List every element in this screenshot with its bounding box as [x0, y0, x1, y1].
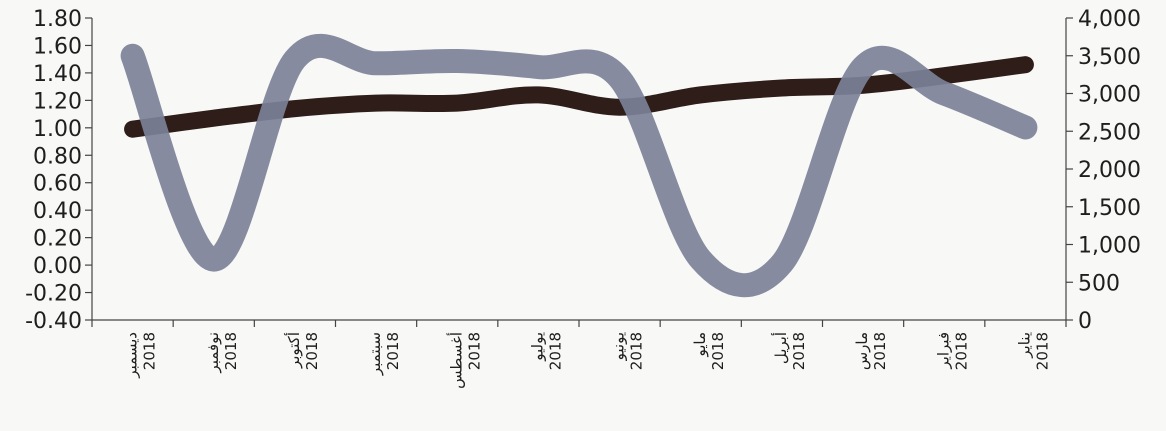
- x-tick-label: أغسطس2018: [446, 332, 483, 389]
- right-tick-label: 3,000: [1078, 83, 1141, 108]
- left-tick-label: 1.20: [33, 89, 82, 114]
- x-tick-label: يونيو2018: [610, 332, 646, 370]
- x-tick-label: مايو2018: [691, 332, 727, 370]
- x-tick-label: يناير2018: [1015, 332, 1051, 370]
- x-tick-label: سبتمبر2018: [366, 332, 402, 376]
- x-tick-label-text: يناير2018: [1015, 332, 1051, 370]
- right-tick-label: 2,000: [1078, 158, 1141, 183]
- right-axis-ticks: 4,000 3,500 3,000 2,500 2,000 1,500 1,000 500 0: [1066, 7, 1141, 334]
- x-tick-label-text: أغسطس2018: [446, 332, 483, 389]
- x-tick-label: نوفمبر2018: [204, 332, 240, 374]
- left-axis-ticks: 1.801.60 1.401.20 1.000.80 0.600.40 0.200.00…: [25, 7, 92, 334]
- left-tick-label: 0.60: [33, 172, 82, 197]
- x-tick-label: فبراير2018: [934, 332, 970, 370]
- x-tick-label-text: يونيو2018: [610, 332, 646, 370]
- left-tick-label: 0.40: [33, 199, 82, 224]
- left-tick-label: 1.80: [33, 7, 82, 32]
- right-tick-label: 2,500: [1078, 120, 1141, 145]
- left-tick-label: -0.20: [25, 282, 82, 307]
- x-tick-label: أكتوبر2018: [284, 332, 321, 370]
- left-tick-label: 0.00: [33, 254, 82, 279]
- x-tick-label: أبريل2018: [771, 332, 808, 370]
- x-tick-label-text: أكتوبر2018: [284, 332, 321, 370]
- x-tick-label-text: يوليو2018: [528, 332, 564, 370]
- left-tick-label: -0.40: [25, 309, 82, 334]
- left-tick-label: 1.60: [33, 34, 82, 59]
- x-tick-label-text: سبتمبر2018: [366, 332, 402, 376]
- left-tick-label: 0.20: [33, 227, 82, 252]
- right-tick-label: 3,500: [1078, 45, 1141, 70]
- x-tick-label-text: مايو2018: [691, 332, 727, 370]
- x-tick-label: يوليو2018: [528, 332, 564, 370]
- x-tick-label-text: أبريل2018: [771, 332, 808, 370]
- right-tick-label: 1,000: [1078, 234, 1141, 259]
- right-tick-label: 0: [1078, 309, 1092, 334]
- x-tick-label-text: ديسمبر2018: [123, 332, 159, 379]
- x-axis-labels: ديسمبر2018 نوفمبر2018 أكتوبر2018 سبتمبر2018…: [92, 320, 1066, 389]
- left-tick-label: 1.40: [33, 62, 82, 87]
- right-tick-label: 4,000: [1078, 7, 1141, 32]
- right-tick-label: 1,500: [1078, 196, 1141, 221]
- x-tick-label: ديسمبر2018: [123, 332, 159, 379]
- x-tick-label-text: فبراير2018: [934, 332, 970, 370]
- left-tick-label: 1.00: [33, 117, 82, 142]
- right-tick-label: 500: [1078, 271, 1120, 296]
- left-tick-label: 0.80: [33, 144, 82, 169]
- x-tick-label-text: مارس2018: [853, 332, 889, 370]
- x-tick-label-text: نوفمبر2018: [204, 332, 240, 374]
- x-tick-label: مارس2018: [853, 332, 889, 370]
- series-layer: [132, 46, 1025, 285]
